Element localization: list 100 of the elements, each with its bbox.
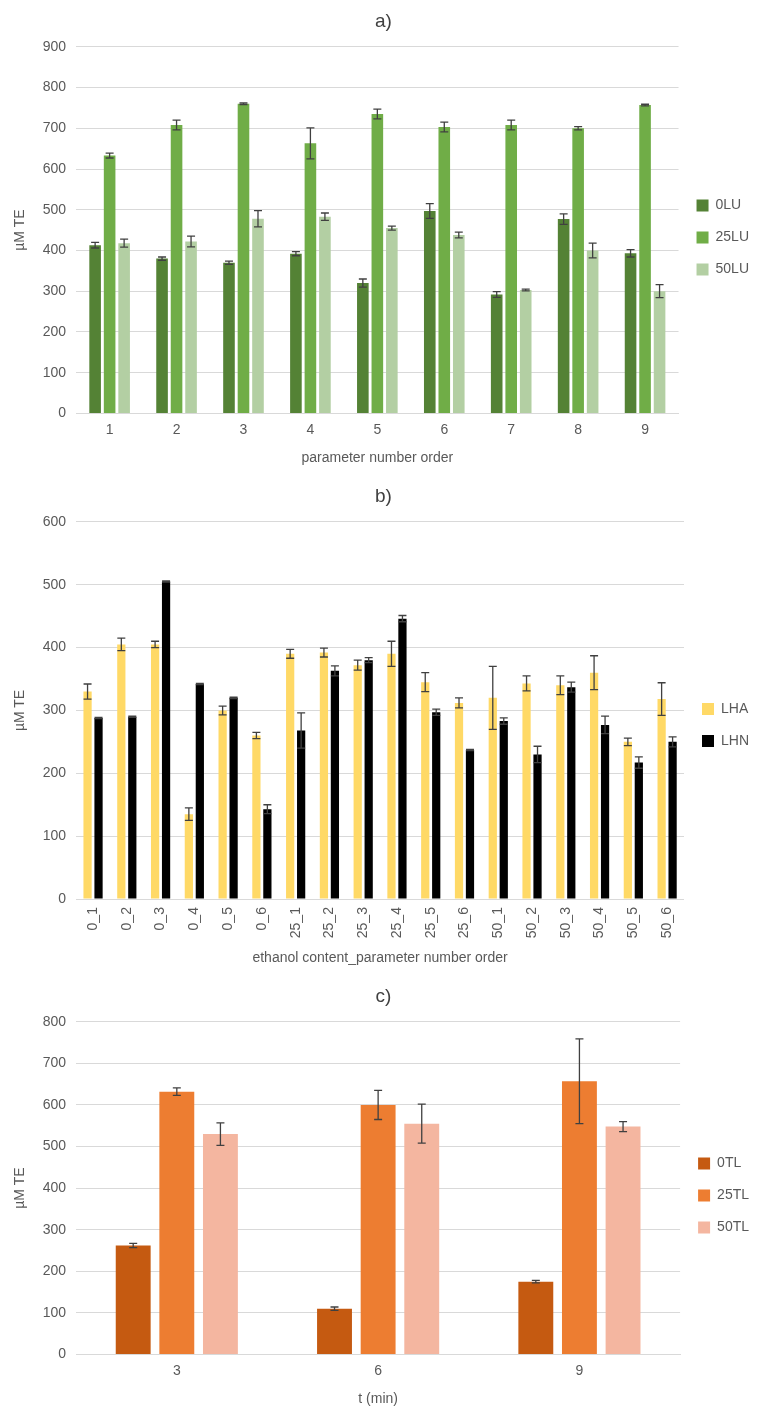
bar: [184, 814, 193, 899]
x-tick-label: 0_5: [218, 906, 235, 931]
x-tick-label: 3: [239, 420, 248, 437]
bar: [353, 665, 362, 899]
bar: [304, 143, 317, 413]
x-tick-label: 0_2: [117, 906, 134, 931]
bar: [623, 741, 632, 899]
y-tick-label: 300: [42, 1220, 67, 1237]
y-tick-label: 300: [42, 282, 67, 299]
x-tick-label: 0_6: [252, 906, 269, 931]
bar: [398, 618, 407, 899]
legend-label: LHA: [720, 699, 749, 716]
bar: [586, 250, 599, 413]
legend-label: 0TL: [717, 1154, 742, 1171]
bar: [639, 105, 651, 413]
bar: [533, 754, 542, 899]
x-tick-label: 6: [440, 420, 449, 437]
bar: [557, 219, 570, 413]
legend-label: 50LU: [715, 260, 749, 277]
bar: [319, 652, 329, 899]
bar: [522, 683, 531, 899]
legend-label: 25LU: [715, 228, 749, 245]
bar: [330, 670, 340, 899]
y-tick-label: 200: [42, 322, 67, 339]
bar: [572, 128, 584, 413]
x-tick-label: 9: [575, 1361, 584, 1378]
x-tick-label: 50_1: [489, 906, 506, 939]
bar: [319, 216, 331, 413]
bar: [634, 762, 643, 899]
y-tick-label: 600: [42, 512, 67, 529]
x-tick-label: 25_1: [286, 906, 303, 939]
bar: [653, 291, 666, 413]
bar: [488, 697, 497, 899]
bar: [115, 1245, 151, 1354]
bar: [567, 687, 576, 899]
chart-title: b): [375, 484, 392, 506]
x-tick-label: 1: [105, 420, 114, 437]
y-tick-label: 400: [42, 241, 67, 258]
y-tick-label: 700: [42, 1054, 67, 1071]
bar: [518, 1281, 554, 1354]
y-tick-label: 300: [42, 701, 67, 718]
bar: [156, 258, 168, 413]
bar: [364, 660, 373, 899]
x-tick-label: 25_5: [421, 906, 438, 939]
bar: [432, 712, 441, 899]
x-tick-label: 9: [641, 420, 650, 437]
bar: [357, 283, 369, 413]
bar: [600, 724, 610, 899]
bar: [83, 691, 92, 899]
legend-label: 25TL: [717, 1186, 750, 1203]
bar: [202, 1134, 238, 1354]
y-axis-title: µM TE: [11, 1167, 28, 1209]
bar: [668, 741, 677, 899]
bar: [360, 1104, 396, 1354]
chart-title: a): [375, 9, 392, 31]
y-tick-label: 600: [42, 159, 67, 176]
x-axis-title: parameter number order: [301, 449, 454, 466]
y-tick-label: 100: [42, 1303, 67, 1320]
bar: [161, 581, 171, 899]
y-tick-label: 800: [42, 1012, 67, 1029]
bar: [490, 294, 503, 413]
bar: [404, 1123, 440, 1354]
bar: [465, 750, 475, 899]
bar: [423, 210, 436, 413]
bar: [263, 809, 272, 899]
x-tick-label: 25_4: [387, 906, 404, 939]
bar: [605, 1126, 641, 1354]
bar: [150, 644, 160, 899]
y-tick-label: 700: [42, 119, 67, 136]
x-tick-label: 50_5: [624, 906, 641, 939]
x-tick-label: 25_6: [455, 906, 472, 939]
x-tick-label: 8: [574, 420, 583, 437]
x-tick-label: 2: [172, 420, 181, 437]
bar: [452, 234, 465, 413]
bar: [237, 103, 250, 413]
bar: [624, 253, 637, 413]
x-tick-label: 0_3: [151, 906, 168, 931]
x-tick-label: 6: [374, 1361, 383, 1378]
y-axis-title: µM TE: [11, 689, 28, 732]
x-tick-label: 50_6: [657, 906, 674, 939]
legend-label: LHN: [720, 731, 750, 748]
bar: [657, 699, 666, 899]
bar: [118, 243, 130, 413]
x-tick-label: 50_3: [556, 906, 573, 939]
x-tick-label: 4: [306, 420, 315, 437]
bar: [438, 127, 451, 413]
y-tick-label: 200: [42, 1262, 67, 1279]
y-tick-label: 500: [42, 575, 67, 592]
y-tick-label: 0: [58, 889, 67, 906]
bar: [421, 682, 430, 899]
chart-title: c): [375, 984, 392, 1006]
y-tick-label: 500: [42, 200, 67, 217]
bar: [454, 702, 464, 899]
bar: [519, 289, 532, 413]
bar: [386, 228, 398, 413]
bar: [252, 735, 261, 899]
y-tick-label: 800: [42, 78, 67, 95]
bar: [561, 1081, 597, 1354]
bar: [371, 114, 384, 413]
bar: [290, 253, 302, 413]
